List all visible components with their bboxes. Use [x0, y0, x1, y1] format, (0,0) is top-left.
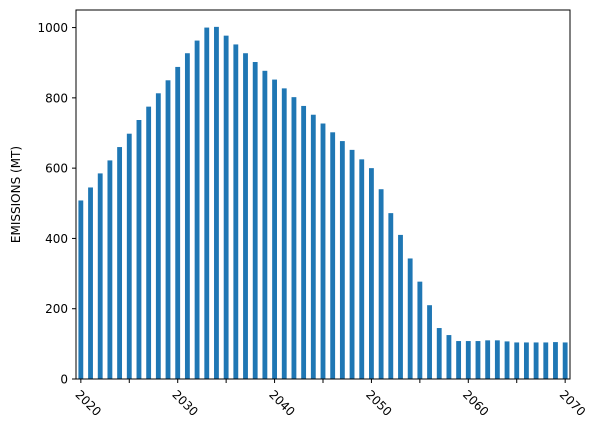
x-tick-label-2070: 2070 [557, 387, 588, 418]
bar-2023 [107, 160, 113, 379]
bar-2061 [475, 341, 481, 379]
bar-2057 [436, 328, 442, 379]
bar-2043 [301, 105, 307, 379]
bar-2025 [126, 133, 132, 379]
bar-2064 [504, 341, 510, 379]
bar-2054 [407, 258, 413, 379]
bar-2047 [339, 141, 345, 379]
bar-2049 [359, 159, 365, 379]
bar-2052 [388, 213, 394, 379]
bar-2067 [533, 342, 539, 379]
bar-2035 [223, 35, 229, 380]
bar-2036 [233, 44, 239, 379]
bar-2041 [281, 88, 287, 380]
bar-2053 [398, 234, 403, 379]
bar-2027 [146, 106, 152, 379]
bar-2038 [252, 62, 258, 379]
bar-2040 [272, 79, 277, 379]
y-tick-label-0: 0 [60, 373, 68, 387]
bar-2044 [310, 114, 316, 379]
x-tick-label-2060: 2060 [460, 387, 491, 418]
bar-2034 [214, 26, 219, 380]
bar-2029 [165, 80, 171, 379]
bar-2048 [349, 149, 355, 379]
bar-2066 [523, 342, 529, 379]
bar-2022 [97, 173, 103, 379]
bar-2020 [78, 200, 84, 379]
bar-2060 [465, 341, 471, 379]
bar-2055 [417, 281, 423, 379]
bar-2032 [194, 40, 200, 379]
bar-2062 [485, 340, 491, 379]
y-tick-label-800: 800 [45, 91, 68, 105]
bar-2045 [320, 123, 326, 379]
y-tick-label-600: 600 [45, 162, 68, 176]
bar-2070 [562, 342, 568, 379]
plot-frame [75, 9, 571, 380]
bar-2051 [378, 189, 384, 379]
bar-2030 [175, 66, 181, 380]
bar-2059 [456, 341, 462, 379]
bar-2050 [369, 168, 374, 379]
y-axis-label: EMISSIONS (MT) [9, 146, 23, 243]
bar-2056 [427, 305, 432, 379]
x-tick-label-2020: 2020 [73, 387, 104, 418]
bar-2063 [494, 340, 500, 379]
bar-2028 [155, 93, 161, 379]
y-axis: 0 200 400 600 800 1000 [37, 21, 76, 387]
y-tick-label-200: 200 [45, 302, 68, 316]
y-tick-label-1000: 1000 [37, 21, 68, 35]
x-axis: 2020 2030 2040 2050 2060 2070 [73, 379, 588, 419]
x-tick-label-2040: 2040 [266, 387, 297, 418]
bar-2024 [117, 147, 123, 379]
bar-2068 [543, 342, 549, 379]
bar-2065 [514, 342, 520, 379]
x-tick-label-2050: 2050 [363, 387, 394, 418]
bars-group [78, 26, 568, 380]
bar-2031 [184, 53, 190, 379]
bar-2046 [330, 132, 336, 379]
bar-2021 [88, 187, 93, 379]
bar-2069 [553, 342, 558, 379]
x-tick-label-2030: 2030 [169, 387, 200, 418]
y-tick-label-400: 400 [45, 232, 68, 246]
bar-2026 [136, 120, 142, 379]
bar-2039 [262, 70, 268, 380]
bar-2037 [243, 53, 248, 379]
bar-2033 [204, 27, 210, 379]
bar-2058 [446, 335, 452, 379]
bar-2042 [291, 97, 297, 380]
